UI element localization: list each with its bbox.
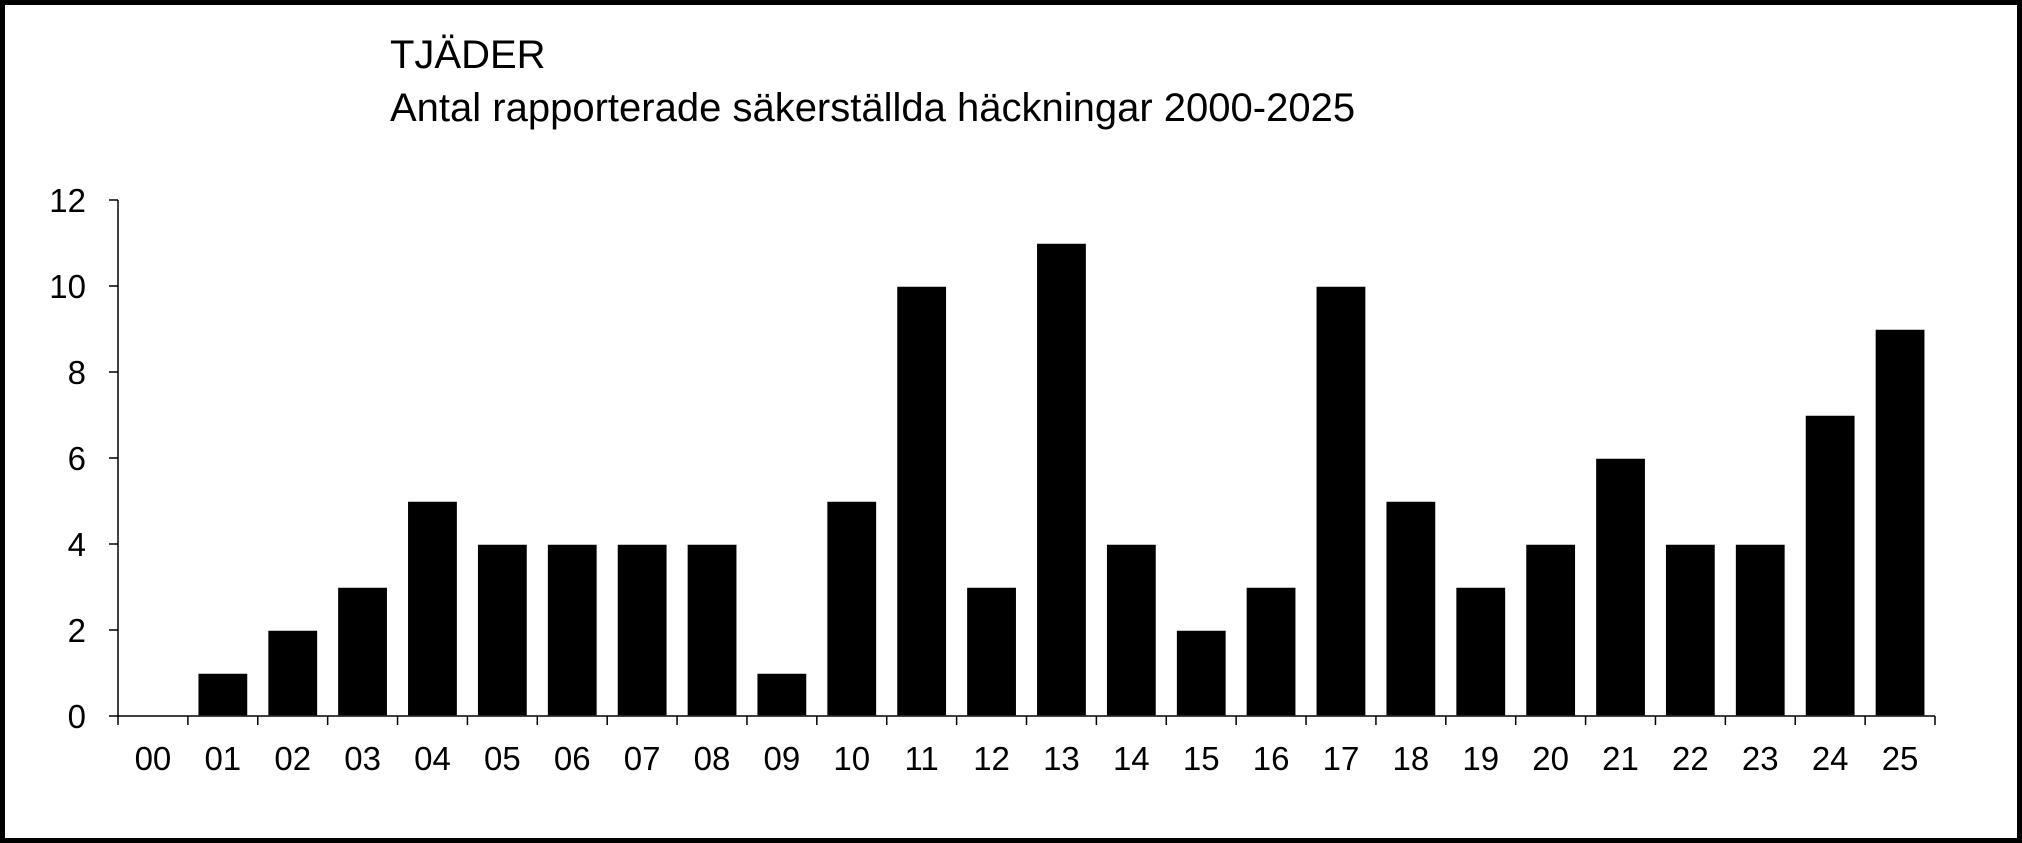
bar-04 xyxy=(406,500,459,717)
x-tick-label-01: 01 xyxy=(204,740,241,777)
bar-01 xyxy=(196,672,249,717)
bar-22 xyxy=(1664,543,1717,717)
bar-17 xyxy=(1315,285,1367,717)
x-tick-label-25: 25 xyxy=(1882,740,1919,777)
bar-21 xyxy=(1594,457,1647,717)
bar-05 xyxy=(476,543,529,717)
bar-18 xyxy=(1384,500,1437,717)
bar-07 xyxy=(616,543,669,717)
x-tick-label-18: 18 xyxy=(1393,740,1430,777)
bar-16 xyxy=(1245,586,1297,717)
x-tick-label-17: 17 xyxy=(1323,740,1360,777)
x-tick-label-08: 08 xyxy=(694,740,731,777)
y-tick-label-0: 0 xyxy=(68,698,86,735)
chart-title: TJÄDER xyxy=(390,33,546,77)
y-tick-label-12: 12 xyxy=(49,182,86,219)
x-tick-label-06: 06 xyxy=(554,740,591,777)
x-tick-label-16: 16 xyxy=(1253,740,1290,777)
x-tick-label-04: 04 xyxy=(414,740,451,777)
y-tick-labels: 0 2 4 6 8 10 12 xyxy=(49,182,86,735)
chart-subtitle: Antal rapporterade säkerställda häckning… xyxy=(390,86,1356,130)
x-tick-label-07: 07 xyxy=(624,740,661,777)
bar-03 xyxy=(336,586,389,717)
bar-24 xyxy=(1804,414,1857,717)
x-tick-label-13: 13 xyxy=(1043,740,1080,777)
x-tick-label-22: 22 xyxy=(1672,740,1709,777)
bar-06 xyxy=(546,543,599,717)
x-tick-label-00: 00 xyxy=(135,740,172,777)
bar-19 xyxy=(1454,586,1507,717)
y-tick-label-10: 10 xyxy=(49,268,86,305)
x-tick-label-05: 05 xyxy=(484,740,521,777)
y-tick-label-2: 2 xyxy=(68,612,86,649)
x-tick-label-11: 11 xyxy=(905,740,939,777)
x-tick-labels: 00 01 02 03 04 05 06 07 08 09 10 11 12 13 14 15 16 17 18 19… xyxy=(135,740,1919,777)
x-tick-label-12: 12 xyxy=(973,740,1010,777)
x-tick-label-14: 14 xyxy=(1113,740,1150,777)
bars-group xyxy=(196,242,1926,717)
x-tick-label-02: 02 xyxy=(274,740,311,777)
y-tick-label-4: 4 xyxy=(68,526,86,563)
bar-14 xyxy=(1105,543,1158,717)
bar-10 xyxy=(825,500,878,717)
bar-23 xyxy=(1734,543,1787,717)
bar-11 xyxy=(895,285,948,717)
x-tick-label-24: 24 xyxy=(1812,740,1849,777)
bar-13 xyxy=(1035,242,1088,717)
bar-02 xyxy=(266,629,319,717)
x-tick-label-15: 15 xyxy=(1183,740,1220,777)
bar-09 xyxy=(755,672,808,717)
bar-15 xyxy=(1175,629,1228,717)
x-tick-label-20: 20 xyxy=(1532,740,1569,777)
x-tick-label-09: 09 xyxy=(764,740,801,777)
x-tick-label-23: 23 xyxy=(1742,740,1779,777)
bar-08 xyxy=(686,543,738,717)
x-tick-label-21: 21 xyxy=(1602,740,1639,777)
bar-12 xyxy=(965,586,1018,717)
x-tick-label-10: 10 xyxy=(833,740,870,777)
x-tick-label-19: 19 xyxy=(1462,740,1499,777)
x-tick-label-03: 03 xyxy=(344,740,381,777)
bar-25 xyxy=(1874,328,1926,717)
y-tick-label-8: 8 xyxy=(68,354,86,391)
axes-group xyxy=(109,199,1936,725)
y-tick-label-6: 6 xyxy=(68,440,86,477)
bar-20 xyxy=(1524,543,1577,717)
